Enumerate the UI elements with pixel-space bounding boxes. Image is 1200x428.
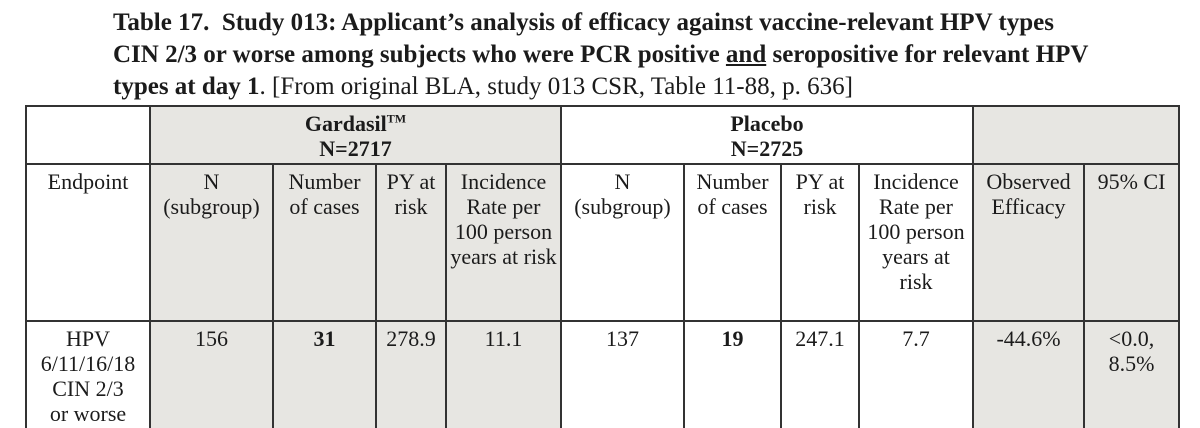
caption-bold-text-2: seropositive for relevant HPV types at d… <box>113 41 1095 100</box>
cell-gardasil-number-of-cases: 31 <box>272 320 377 428</box>
caption-source-reference: . [From original BLA, study 013 CSR, Tab… <box>259 73 853 100</box>
data-row-hpv-cin23: HPV 6/11/16/18 CIN 2/3 or worse 156 31 2… <box>25 320 1181 428</box>
group-header-row: GardasilTM N=2717 Placebo N=2725 <box>25 105 1181 165</box>
gardasil-group-header: GardasilTM N=2717 <box>149 105 562 165</box>
caption-underlined-and: and <box>725 41 767 68</box>
header-endpoint: Endpoint <box>25 163 151 322</box>
header-gardasil-incidence-rate: Incidence Rate per 100 person years at r… <box>445 163 562 322</box>
cell-placebo-incidence-rate: 7.7 <box>857 320 975 428</box>
cell-placebo-n-subgroup: 137 <box>560 320 685 428</box>
efficacy-table: GardasilTM N=2717 Placebo N=2725 Endpoin… <box>25 105 1181 428</box>
header-observed-efficacy: Observed Efficacy <box>972 163 1086 322</box>
gardasil-label: Gardasil <box>304 111 387 136</box>
header-placebo-n-subgroup: N (subgroup) <box>560 163 685 322</box>
right-empty-group-cell <box>972 105 1181 165</box>
corner-empty-cell <box>25 105 151 165</box>
header-placebo-number-of-cases: Number of cases <box>683 163 782 322</box>
cell-95-ci: <0.0, 8.5% <box>1083 320 1181 428</box>
header-placebo-incidence-rate: Incidence Rate per 100 person years at r… <box>857 163 975 322</box>
ci-text: <0.0, 8.5% <box>1108 326 1155 376</box>
trademark-superscript: TM <box>386 111 407 126</box>
header-95-ci: 95% CI <box>1083 163 1181 322</box>
header-gardasil-number-of-cases: Number of cases <box>272 163 377 322</box>
placebo-group-n: N=2725 <box>730 136 804 161</box>
cell-observed-efficacy: -44.6% <box>972 320 1086 428</box>
cell-gardasil-incidence-rate: 11.1 <box>445 320 562 428</box>
cell-placebo-number-of-cases: 19 <box>683 320 782 428</box>
cell-placebo-py-at-risk: 247.1 <box>780 320 860 428</box>
cell-gardasil-n-subgroup: 156 <box>149 320 274 428</box>
placebo-group-name: Placebo <box>730 111 804 136</box>
cell-endpoint: HPV 6/11/16/18 CIN 2/3 or worse <box>25 320 151 428</box>
document-page: Table 17. Study 013: Applicant’s analysi… <box>0 7 1200 428</box>
placebo-group-header: Placebo N=2725 <box>559 105 975 165</box>
table-caption: Table 17. Study 013: Applicant’s analysi… <box>113 7 1100 103</box>
endpoint-text: HPV 6/11/16/18 CIN 2/3 or worse <box>40 326 136 426</box>
header-gardasil-py-at-risk: PY at risk <box>375 163 447 322</box>
cell-gardasil-py-at-risk: 278.9 <box>375 320 447 428</box>
gardasil-group-name: GardasilTM <box>154 111 557 136</box>
gardasil-group-n: N=2717 <box>319 136 392 161</box>
column-header-row: Endpoint N (subgroup) Number of cases PY… <box>25 163 1181 322</box>
caption-bold-text-1: Table 17. Study 013: Applicant’s analysi… <box>113 9 1061 68</box>
header-gardasil-n-subgroup: N (subgroup) <box>149 163 274 322</box>
header-placebo-py-at-risk: PY at risk <box>780 163 860 322</box>
